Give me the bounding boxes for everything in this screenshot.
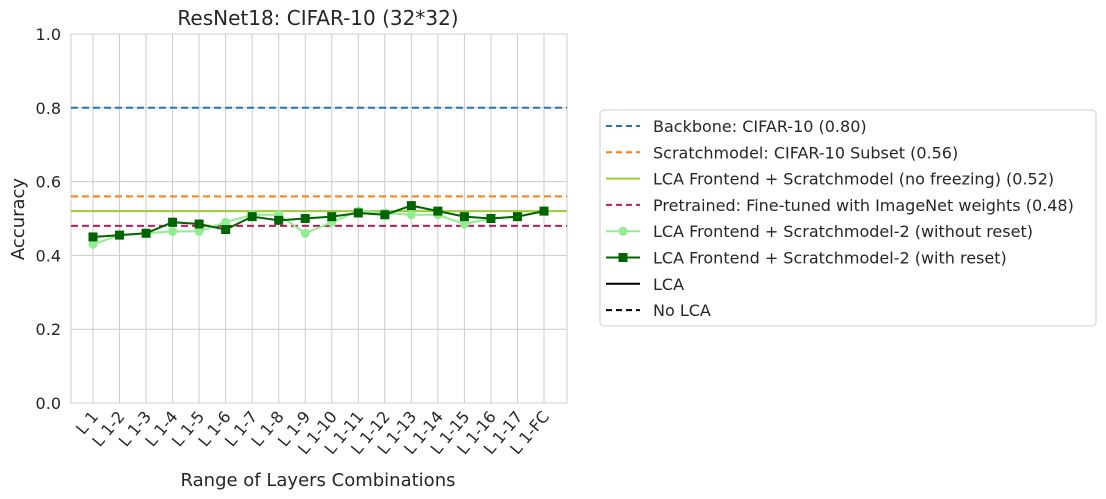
y-tick-label: 1.0: [36, 25, 61, 44]
legend-marker: [618, 253, 628, 262]
series-point: [247, 212, 257, 222]
y-tick-label: 0.0: [36, 394, 61, 413]
series-point: [300, 228, 310, 238]
legend-label: LCA Frontend + Scratchmodel-2 (without r…: [653, 222, 1033, 241]
series-point: [327, 212, 337, 222]
series-point: [459, 219, 469, 229]
y-tick-label: 0.8: [36, 99, 61, 118]
series-point: [194, 226, 204, 236]
series-point: [88, 239, 98, 249]
y-tick-label: 0.4: [36, 246, 61, 265]
legend: Backbone: CIFAR-10 (0.80) Scratchmodel: C…: [599, 109, 1097, 327]
y-axis-title: Accuracy: [8, 178, 29, 261]
plot-frame: [70, 33, 568, 404]
series-point: [433, 206, 443, 216]
legend-label: Scratchmodel: CIFAR-10 Subset (0.56): [653, 143, 958, 162]
legend-box: [599, 109, 1097, 327]
y-tick-label: 0.2: [36, 320, 61, 339]
legend-marker: [618, 226, 628, 236]
legend-label: LCA: [653, 275, 684, 294]
legend-label: No LCA: [653, 301, 711, 320]
chart-title: ResNet18: CIFAR-10 (32*32): [177, 6, 458, 30]
series-point: [406, 201, 416, 211]
series-point: [115, 230, 125, 240]
series-point: [141, 228, 151, 238]
x-axis-title: Range of Layers Combinations: [181, 470, 456, 491]
series-point: [539, 206, 549, 216]
legend-label: LCA Frontend + Scratchmodel-2 (with rese…: [653, 249, 1007, 268]
y-tick-label: 0.6: [36, 173, 61, 192]
series-point: [221, 217, 231, 227]
series-point: [194, 219, 204, 229]
legend-label: Backbone: CIFAR-10 (0.80): [653, 117, 867, 136]
series-point: [168, 217, 178, 227]
series-point: [88, 232, 98, 242]
legend-label: LCA Frontend + Scratchmodel (no freezing…: [653, 170, 1054, 189]
series-point: [300, 214, 310, 223]
series-point: [512, 212, 522, 222]
series-point: [406, 210, 416, 220]
legend-label: Pretrained: Fine-tuned with ImageNet wei…: [653, 196, 1074, 215]
plot-area: 0.00.20.40.60.81.0L 1L 1-2L 1-3L 1-4L 1-…: [36, 25, 568, 458]
series-point: [168, 226, 178, 236]
series-point: [380, 210, 390, 220]
series-point: [459, 212, 469, 222]
series-point: [486, 214, 496, 223]
series-point: [274, 215, 284, 225]
series-point: [221, 225, 231, 235]
series-point: [353, 208, 363, 218]
